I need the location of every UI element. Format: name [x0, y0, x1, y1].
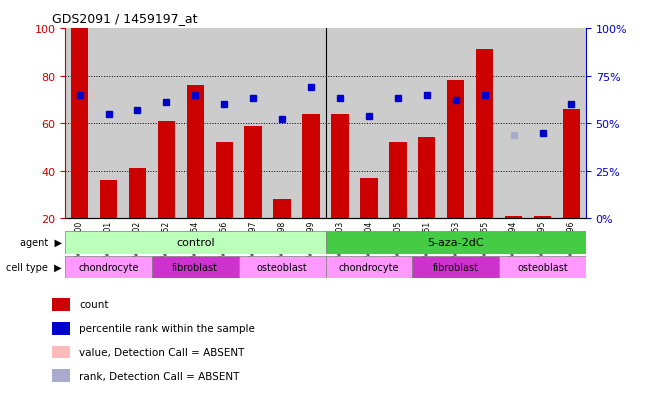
Text: count: count: [79, 299, 109, 309]
Bar: [412, 256, 499, 279]
Bar: [152, 256, 239, 279]
Bar: [71, 29, 89, 219]
Bar: [187, 86, 204, 219]
Text: osteoblast: osteoblast: [256, 262, 307, 273]
Text: value, Detection Call = ABSENT: value, Detection Call = ABSENT: [79, 347, 245, 357]
Bar: [129, 169, 146, 219]
Text: 5-aza-2dC: 5-aza-2dC: [428, 237, 484, 248]
Text: rank, Detection Call = ABSENT: rank, Detection Call = ABSENT: [79, 371, 240, 381]
Bar: [499, 256, 586, 279]
Text: cell type  ▶: cell type ▶: [7, 262, 62, 273]
Bar: [505, 216, 522, 219]
Bar: [245, 126, 262, 219]
Bar: [100, 181, 117, 219]
Bar: [52, 322, 70, 335]
Bar: [326, 256, 412, 279]
Bar: [302, 114, 320, 219]
Bar: [273, 200, 291, 219]
Text: fibroblast: fibroblast: [433, 262, 478, 273]
Bar: [389, 143, 406, 219]
Bar: [534, 216, 551, 219]
Bar: [239, 256, 326, 279]
Text: percentile rank within the sample: percentile rank within the sample: [79, 323, 255, 333]
Bar: [52, 298, 70, 311]
Text: GDS2091 / 1459197_at: GDS2091 / 1459197_at: [52, 12, 198, 25]
Bar: [65, 231, 326, 254]
Bar: [326, 231, 586, 254]
Bar: [360, 178, 378, 219]
Bar: [476, 50, 493, 219]
Bar: [52, 346, 70, 358]
Text: osteoblast: osteoblast: [517, 262, 568, 273]
Text: control: control: [176, 237, 215, 248]
Bar: [562, 109, 580, 219]
Bar: [215, 143, 233, 219]
Bar: [158, 121, 175, 219]
Bar: [65, 256, 152, 279]
Bar: [447, 81, 464, 219]
Text: chondrocyte: chondrocyte: [78, 262, 139, 273]
Bar: [331, 114, 349, 219]
Bar: [418, 138, 436, 219]
Text: chondrocyte: chondrocyte: [339, 262, 399, 273]
Text: agent  ▶: agent ▶: [20, 237, 62, 248]
Bar: [52, 370, 70, 382]
Text: fibroblast: fibroblast: [173, 262, 218, 273]
